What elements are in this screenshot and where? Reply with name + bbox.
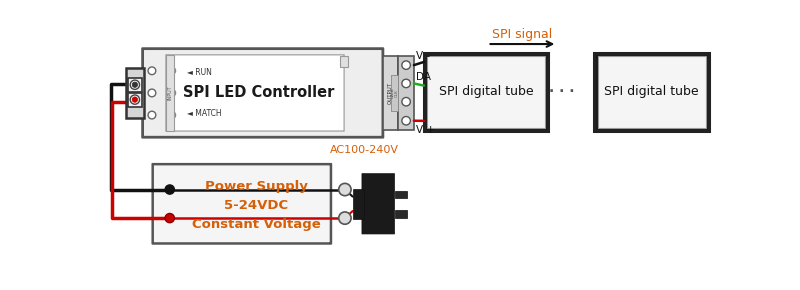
Bar — [598, 56, 706, 128]
Text: V +: V + — [416, 125, 435, 135]
FancyBboxPatch shape — [153, 164, 331, 244]
Text: ◄ RUN: ◄ RUN — [187, 68, 212, 77]
Text: ◄ MATCH: ◄ MATCH — [187, 109, 222, 118]
Bar — [383, 56, 398, 130]
Circle shape — [169, 67, 175, 74]
Circle shape — [338, 183, 351, 196]
Circle shape — [165, 213, 174, 223]
Text: · · ·: · · · — [549, 85, 574, 99]
Text: SPI signal: SPI signal — [492, 28, 553, 41]
FancyBboxPatch shape — [166, 55, 344, 131]
Circle shape — [130, 80, 139, 89]
Bar — [340, 56, 348, 67]
Text: 5-24VDC: 5-24VDC — [224, 199, 288, 212]
Text: SPI digital tube: SPI digital tube — [438, 85, 534, 98]
Circle shape — [132, 82, 138, 87]
Bar — [128, 93, 142, 106]
Bar — [424, 52, 548, 131]
Circle shape — [148, 111, 156, 119]
Bar — [166, 55, 174, 131]
Circle shape — [165, 185, 174, 194]
FancyBboxPatch shape — [142, 49, 383, 137]
Bar — [391, 75, 398, 111]
Text: OUTPUT: OUTPUT — [388, 82, 393, 104]
Bar — [398, 56, 414, 130]
Text: SPI LED Controller: SPI LED Controller — [183, 86, 334, 100]
Circle shape — [402, 97, 410, 106]
Text: INPUT: INPUT — [167, 86, 172, 100]
Bar — [394, 210, 407, 218]
Text: Power Supply: Power Supply — [205, 180, 307, 193]
Bar — [126, 68, 144, 118]
Bar — [353, 189, 363, 219]
Circle shape — [402, 79, 410, 88]
Circle shape — [169, 112, 175, 119]
Bar — [128, 78, 142, 92]
Text: SPI digital tube: SPI digital tube — [605, 85, 699, 98]
FancyBboxPatch shape — [362, 174, 394, 234]
Circle shape — [148, 67, 156, 75]
Bar — [594, 52, 709, 131]
Text: Constant Voltage: Constant Voltage — [192, 218, 321, 231]
Circle shape — [402, 61, 410, 69]
Bar — [394, 191, 407, 198]
Text: AC100-240V: AC100-240V — [330, 145, 398, 155]
Circle shape — [130, 95, 139, 104]
Circle shape — [148, 89, 156, 97]
Circle shape — [338, 212, 351, 224]
Text: DA: DA — [416, 72, 431, 82]
Text: V -: V - — [416, 51, 430, 61]
Text: DATA
CLK: DATA CLK — [390, 88, 398, 98]
Circle shape — [169, 90, 175, 96]
Circle shape — [132, 97, 138, 102]
Circle shape — [402, 117, 410, 125]
Bar — [427, 56, 545, 128]
